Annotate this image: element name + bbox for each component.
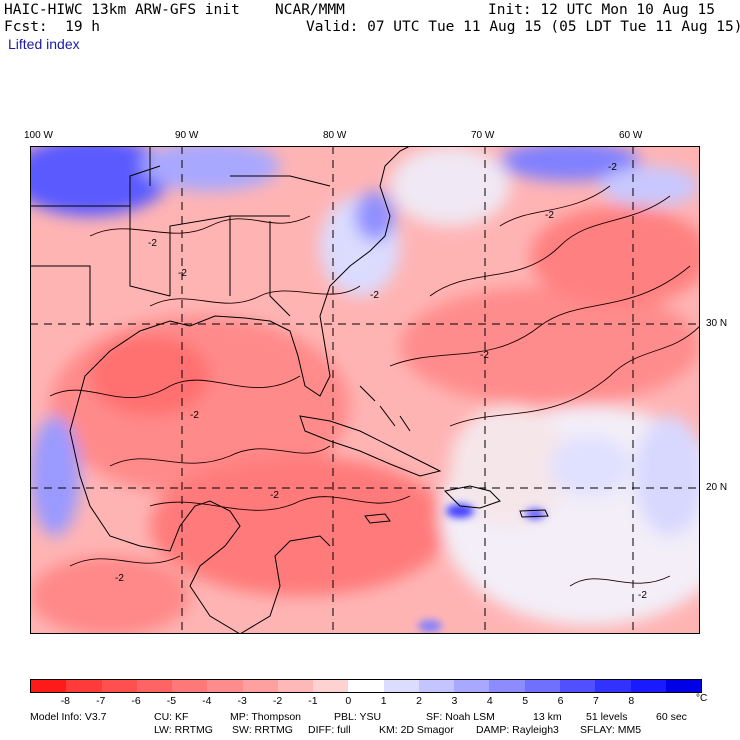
lon-label-80w: 80 W: [323, 130, 347, 141]
lon-label-90w: 90 W: [175, 130, 199, 141]
colorbar-tick-label: 0: [345, 695, 352, 707]
colorbar-tick-label: 4: [486, 695, 493, 707]
lifted-index-map: -2 -2 -2 -2 -2 -2 -2 -2 -2 -2: [30, 146, 700, 634]
colorbar-swatch: [489, 680, 525, 692]
colorbar-tick-label: -8: [60, 695, 71, 707]
lon-label-70w: 70 W: [471, 130, 495, 141]
lon-label-60w: 60 W: [619, 130, 643, 141]
contour-label: -2: [608, 162, 617, 173]
colorbar-tick-label: 2: [416, 695, 422, 707]
colorbar-tick-label: 8: [628, 695, 635, 707]
graticule: [30, 146, 700, 634]
colorbar-swatch: [630, 680, 666, 692]
lon-label-100w: 100 W: [24, 130, 53, 141]
contour-label: -2: [545, 210, 554, 221]
colorbar-tick-label: -1: [308, 695, 318, 707]
footer-lw: LW: RRTMG: [154, 724, 213, 736]
footer-diff: DIFF: full: [308, 724, 351, 736]
contour-label: -2: [148, 238, 157, 249]
footer-damp: DAMP: Rayleigh3: [476, 724, 559, 736]
colorbar-swatch: [348, 680, 384, 692]
colorbar-tick-label: 3: [451, 695, 458, 707]
contour-label: -2: [638, 590, 647, 601]
contour-label: -2: [190, 410, 199, 421]
colorbar-tick-label: -7: [96, 695, 106, 707]
colorbar-swatch: [207, 680, 243, 692]
footer-sflay: SFLAY: MM5: [580, 724, 642, 736]
colorbar-tick-label: 5: [522, 695, 529, 707]
colorbar-tick-label: -2: [272, 695, 283, 707]
footer-model-info: Model Info: V3.7: [30, 711, 107, 723]
colorbar-swatch: [313, 680, 349, 692]
colorbar-swatch: [665, 680, 702, 692]
footer-cu: CU: KF: [154, 711, 189, 723]
footer-timestep: 60 sec: [656, 711, 687, 723]
footer-resolution: 13 km: [533, 711, 562, 723]
colorbar-swatch: [595, 680, 631, 692]
colorbar-swatch: [242, 680, 278, 692]
colorbar-tick-label: -4: [202, 695, 212, 707]
coastlines: [30, 146, 549, 634]
valid-time: Valid: 07 UTC Tue 11 Aug 15 (05 LDT Tue …: [306, 19, 740, 35]
colorbar-swatch: [172, 680, 208, 692]
field-name: Lifted index: [8, 36, 80, 52]
colorbar: [30, 679, 702, 693]
contour-label: -2: [178, 268, 187, 279]
contour-label: -2: [270, 490, 279, 501]
colorbar-tick-label: -6: [131, 695, 141, 707]
model-title: HAIC-HIWC 13km ARW-GFS init: [4, 2, 240, 18]
colorbar-tick-label: -5: [166, 695, 177, 707]
colorbar-swatch: [277, 680, 314, 692]
colorbar-tick-label: -3: [237, 695, 247, 707]
lat-label-20n: 20 N: [706, 482, 728, 493]
colorbar-tick-label: 7: [592, 695, 599, 707]
colorbar-swatch: [418, 680, 455, 692]
contour-label: -2: [370, 290, 379, 301]
colorbar-unit: °C: [696, 693, 708, 704]
contour-label: -2: [480, 350, 489, 361]
colorbar-swatch: [31, 680, 67, 692]
colorbar-swatch: [524, 680, 560, 692]
footer-pbl: PBL: YSU: [334, 711, 382, 723]
colorbar-swatch: [66, 680, 102, 692]
forecast-hour: Fcst: 19 h: [4, 19, 101, 35]
colorbar-tick-label: 1: [380, 695, 387, 707]
colorbar-tick-label: 6: [557, 695, 564, 707]
contour-label: -2: [115, 573, 124, 584]
init-time: Init: 12 UTC Mon 10 Aug 15: [488, 2, 715, 18]
footer-sf: SF: Noah LSM: [426, 711, 495, 723]
colorbar-swatch: [454, 680, 490, 692]
contour-lines: [49, 185, 700, 587]
colorbar-swatch: [559, 680, 596, 692]
footer-levels: 51 levels: [586, 711, 628, 723]
colorbar-swatch: [136, 680, 173, 692]
colorbar-swatch: [101, 680, 137, 692]
lat-label-30n: 30 N: [706, 318, 728, 329]
footer-sw: SW: RRTMG: [232, 724, 293, 736]
footer-km: KM: 2D Smagor: [379, 724, 454, 736]
map-frame: [30, 146, 700, 634]
footer-mp: MP: Thompson: [230, 711, 302, 723]
shading-field: [30, 146, 700, 634]
org-label: NCAR/MMM: [275, 2, 345, 18]
colorbar-swatch: [383, 680, 419, 692]
